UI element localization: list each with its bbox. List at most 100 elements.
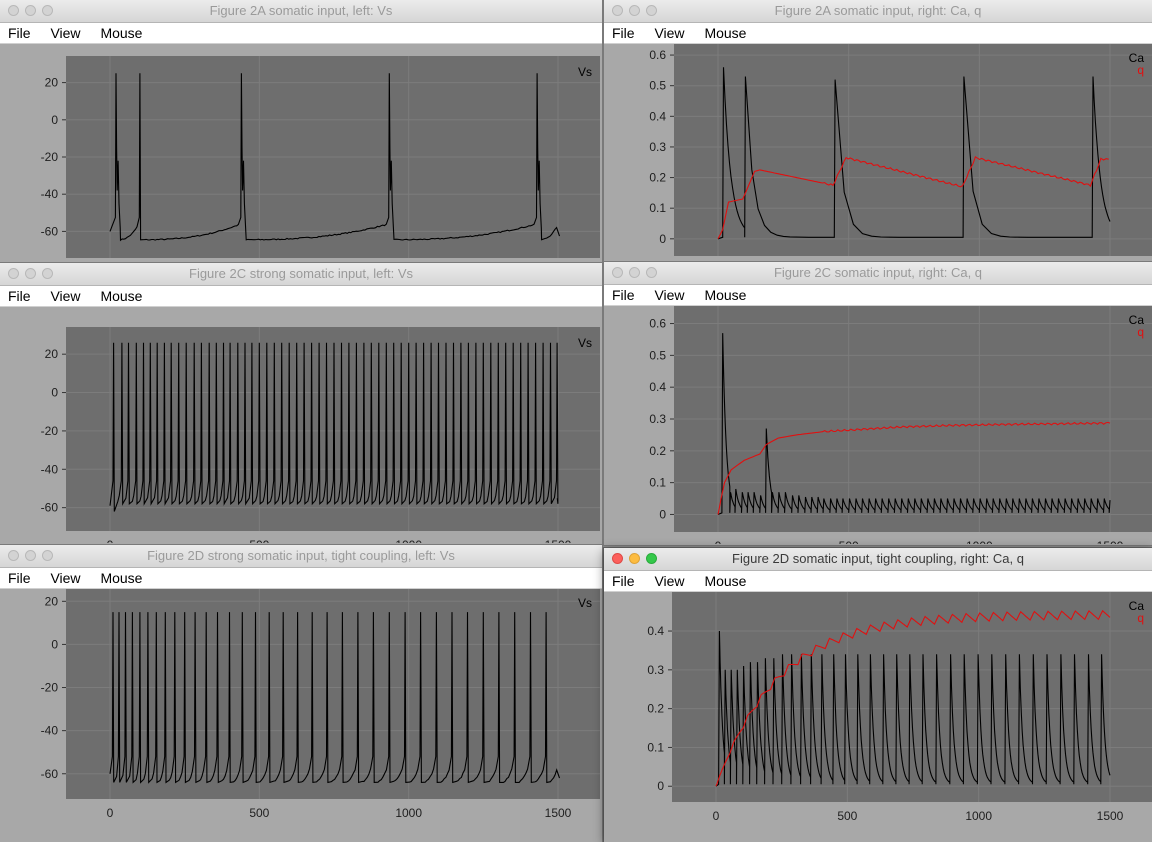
menu-mouse[interactable]: Mouse [704, 573, 747, 589]
x-tick-label: 1000 [966, 539, 993, 544]
y-tick-label: 0.4 [649, 380, 666, 394]
menu-mouse[interactable]: Mouse [100, 288, 143, 304]
menu-view[interactable]: View [654, 25, 685, 41]
legend-entry-ca: Ca [1129, 599, 1145, 613]
figure-window-2a-right[interactable]: Figure 2A somatic input, right: Ca, q Fi… [604, 0, 1152, 262]
window-title: Figure 2A somatic input, right: Ca, q [774, 3, 982, 18]
figure-window-2d-right[interactable]: Figure 2D somatic input, tight coupling,… [604, 548, 1152, 842]
window-title-bar[interactable]: Figure 2D strong somatic input, tight co… [0, 545, 602, 568]
legend-entry-q: q [1137, 325, 1144, 339]
menu-view[interactable]: View [50, 570, 81, 586]
window-title-bar[interactable]: Figure 2A somatic input, right: Ca, q [604, 0, 1152, 23]
y-tick-label: -40 [41, 724, 59, 738]
y-tick-label: 0.2 [647, 702, 664, 716]
y-tick-label: -60 [41, 501, 59, 515]
menu-view[interactable]: View [50, 288, 81, 304]
y-tick-label: 0.5 [649, 348, 666, 362]
x-tick-label: 1500 [545, 538, 572, 543]
ca-q-plot[interactable]: 0 500 1000 1500 0 0.1 0.2 0.3 0.4 Caq [604, 592, 1152, 842]
minimize-icon[interactable] [25, 5, 36, 16]
figure-window-2c-left[interactable]: Figure 2C strong somatic input, left: Vs… [0, 263, 602, 544]
zoom-icon[interactable] [646, 267, 657, 278]
menu-view[interactable]: View [654, 287, 685, 303]
close-icon[interactable] [612, 267, 623, 278]
menu-view[interactable]: View [50, 25, 81, 41]
y-tick-label: 0.3 [649, 140, 666, 154]
close-icon[interactable] [8, 550, 19, 561]
window-title-bar[interactable]: Figure 2A somatic input, left: Vs [0, 0, 602, 23]
minimize-icon[interactable] [629, 5, 640, 16]
window-title-bar[interactable]: Figure 2C strong somatic input, left: Vs [0, 263, 602, 286]
window-title: Figure 2D strong somatic input, tight co… [147, 548, 455, 563]
menu-mouse[interactable]: Mouse [704, 287, 747, 303]
series-line-vs [109, 342, 559, 512]
close-icon[interactable] [612, 5, 623, 16]
y-tick-label: 20 [45, 594, 59, 608]
legend-entry-vs: Vs [578, 596, 592, 610]
menu-mouse[interactable]: Mouse [100, 570, 143, 586]
x-tick-label: 1000 [965, 809, 992, 823]
figure-window-2a-left[interactable]: Figure 2A somatic input, left: Vs File V… [0, 0, 602, 262]
figure-window-2d-left[interactable]: Figure 2D strong somatic input, tight co… [0, 545, 602, 842]
legend-entry-vs: Vs [578, 65, 592, 79]
x-tick-label: 0 [107, 806, 114, 820]
close-icon[interactable] [8, 5, 19, 16]
zoom-icon[interactable] [42, 5, 53, 16]
menu-mouse[interactable]: Mouse [100, 25, 143, 41]
x-tick-label: 1000 [395, 538, 422, 543]
close-icon[interactable] [8, 268, 19, 279]
menu-file[interactable]: File [612, 573, 635, 589]
window-title-bar[interactable]: Figure 2C somatic input, right: Ca, q [604, 262, 1152, 285]
menu-file[interactable]: File [612, 287, 635, 303]
y-tick-label: 0.4 [647, 624, 664, 638]
menu-file[interactable]: File [8, 570, 31, 586]
minimize-icon[interactable] [629, 267, 640, 278]
menu-view[interactable]: View [654, 573, 685, 589]
y-tick-label: 0.2 [649, 171, 666, 185]
x-tick-label: 0 [713, 809, 720, 823]
window-title: Figure 2D somatic input, tight coupling,… [732, 551, 1024, 566]
menu-mouse[interactable]: Mouse [704, 25, 747, 41]
y-tick-label: 0.1 [649, 476, 666, 490]
y-tick-label: 0 [51, 113, 58, 127]
y-tick-label: 20 [45, 76, 59, 90]
figure-window-2c-right[interactable]: Figure 2C somatic input, right: Ca, q Fi… [604, 262, 1152, 545]
x-tick-label: 1500 [1097, 809, 1124, 823]
zoom-icon[interactable] [646, 5, 657, 16]
y-tick-label: 0 [659, 507, 666, 521]
menu-file[interactable]: File [612, 25, 635, 41]
y-tick-label: 0.2 [649, 444, 666, 458]
minimize-icon[interactable] [25, 268, 36, 279]
zoom-icon[interactable] [42, 550, 53, 561]
legend-entry-q: q [1137, 611, 1144, 625]
x-tick-label: 500 [249, 538, 269, 543]
legend-entry-ca: Ca [1129, 313, 1145, 327]
minimize-icon[interactable] [25, 550, 36, 561]
y-tick-label: 0.4 [649, 109, 666, 123]
x-tick-label: 500 [837, 809, 857, 823]
y-tick-label: 0.6 [649, 48, 666, 62]
zoom-icon[interactable] [42, 268, 53, 279]
y-tick-label: 0 [657, 779, 664, 793]
x-tick-label: 0 [107, 538, 114, 543]
series-line-vs [109, 612, 561, 784]
window-title-bar[interactable]: Figure 2D somatic input, tight coupling,… [604, 548, 1152, 571]
x-tick-label: 500 [839, 539, 859, 544]
menu-file[interactable]: File [8, 288, 31, 304]
x-tick-label: 0 [715, 539, 722, 544]
y-tick-label: 0.6 [649, 317, 666, 331]
zoom-icon[interactable] [646, 553, 657, 564]
y-tick-label: -40 [41, 462, 59, 476]
menu-file[interactable]: File [8, 25, 31, 41]
menu-bar: File View Mouse [604, 571, 1152, 592]
y-tick-label: -20 [41, 150, 59, 164]
close-icon[interactable] [612, 553, 623, 564]
y-tick-label: 0.3 [649, 412, 666, 426]
y-tick-label: 0.5 [649, 79, 666, 93]
minimize-icon[interactable] [629, 553, 640, 564]
